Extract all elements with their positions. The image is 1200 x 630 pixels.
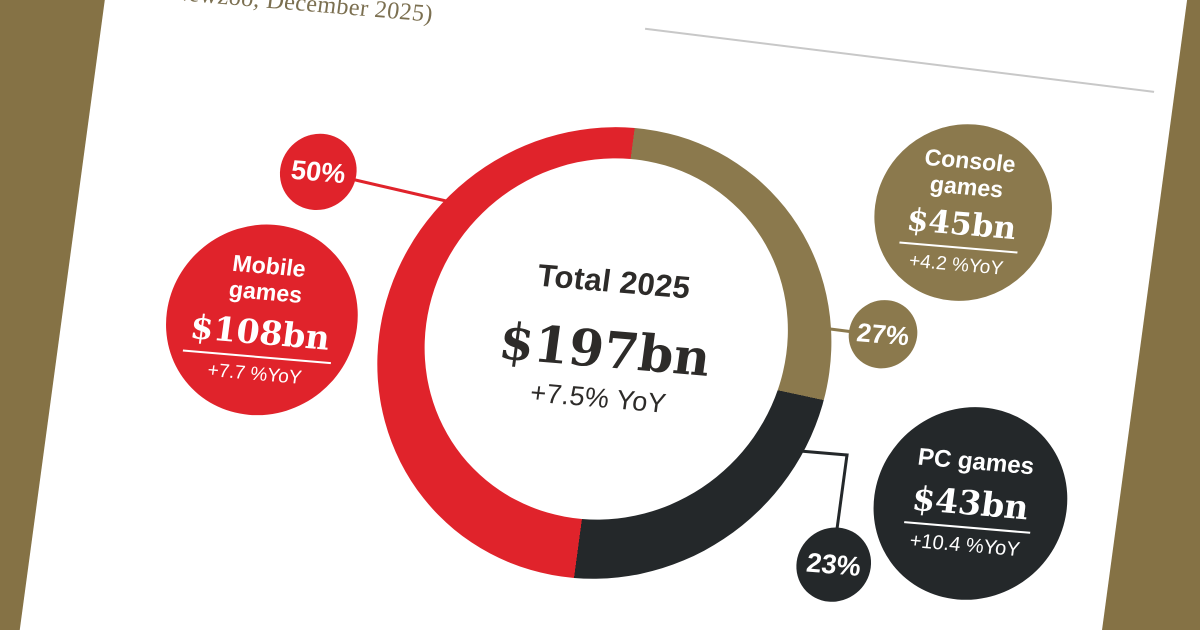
console-games-circle: Console games $45bn +4.2 %YoY: [863, 117, 1064, 309]
console-games-label: Console games: [923, 143, 1018, 203]
mobile-games-circle: Mobile games $108bn +7.7 %YoY: [154, 216, 370, 423]
pc-games-circle: PC games $43bn +10.4 %YoY: [861, 399, 1080, 608]
article-card: (Source: Newzoo, December 2025) Total 20…: [6, 0, 1191, 630]
pc-games-yoy: +10.4 %YoY: [908, 529, 1022, 562]
console-share-bubble: 27%: [844, 297, 922, 372]
donut-chart: Total 2025 $197bn +7.5% YoY: [348, 108, 860, 598]
mobile-games-yoy: +7.7 %YoY: [206, 359, 303, 389]
mobile-games-value: $108bn: [182, 306, 338, 364]
mobile-games-label: Mobile games: [227, 249, 308, 308]
total-yoy-change: +7.5% YoY: [528, 377, 669, 419]
pc-games-label: PC games: [916, 443, 1036, 481]
chart-top-rule: [644, 27, 1155, 93]
console-games-value: $45bn: [898, 201, 1024, 254]
console-games-yoy: +4.2 %YoY: [907, 250, 1005, 280]
source-note: (Source: Newzoo, December 2025): [79, 0, 435, 29]
connector-pc-share-vertical: [835, 453, 849, 531]
mobile-share-bubble: 50%: [275, 130, 362, 214]
pc-games-value: $43bn: [904, 478, 1037, 534]
total-value: $197bn: [495, 311, 715, 388]
total-label: Total 2025: [535, 257, 693, 306]
